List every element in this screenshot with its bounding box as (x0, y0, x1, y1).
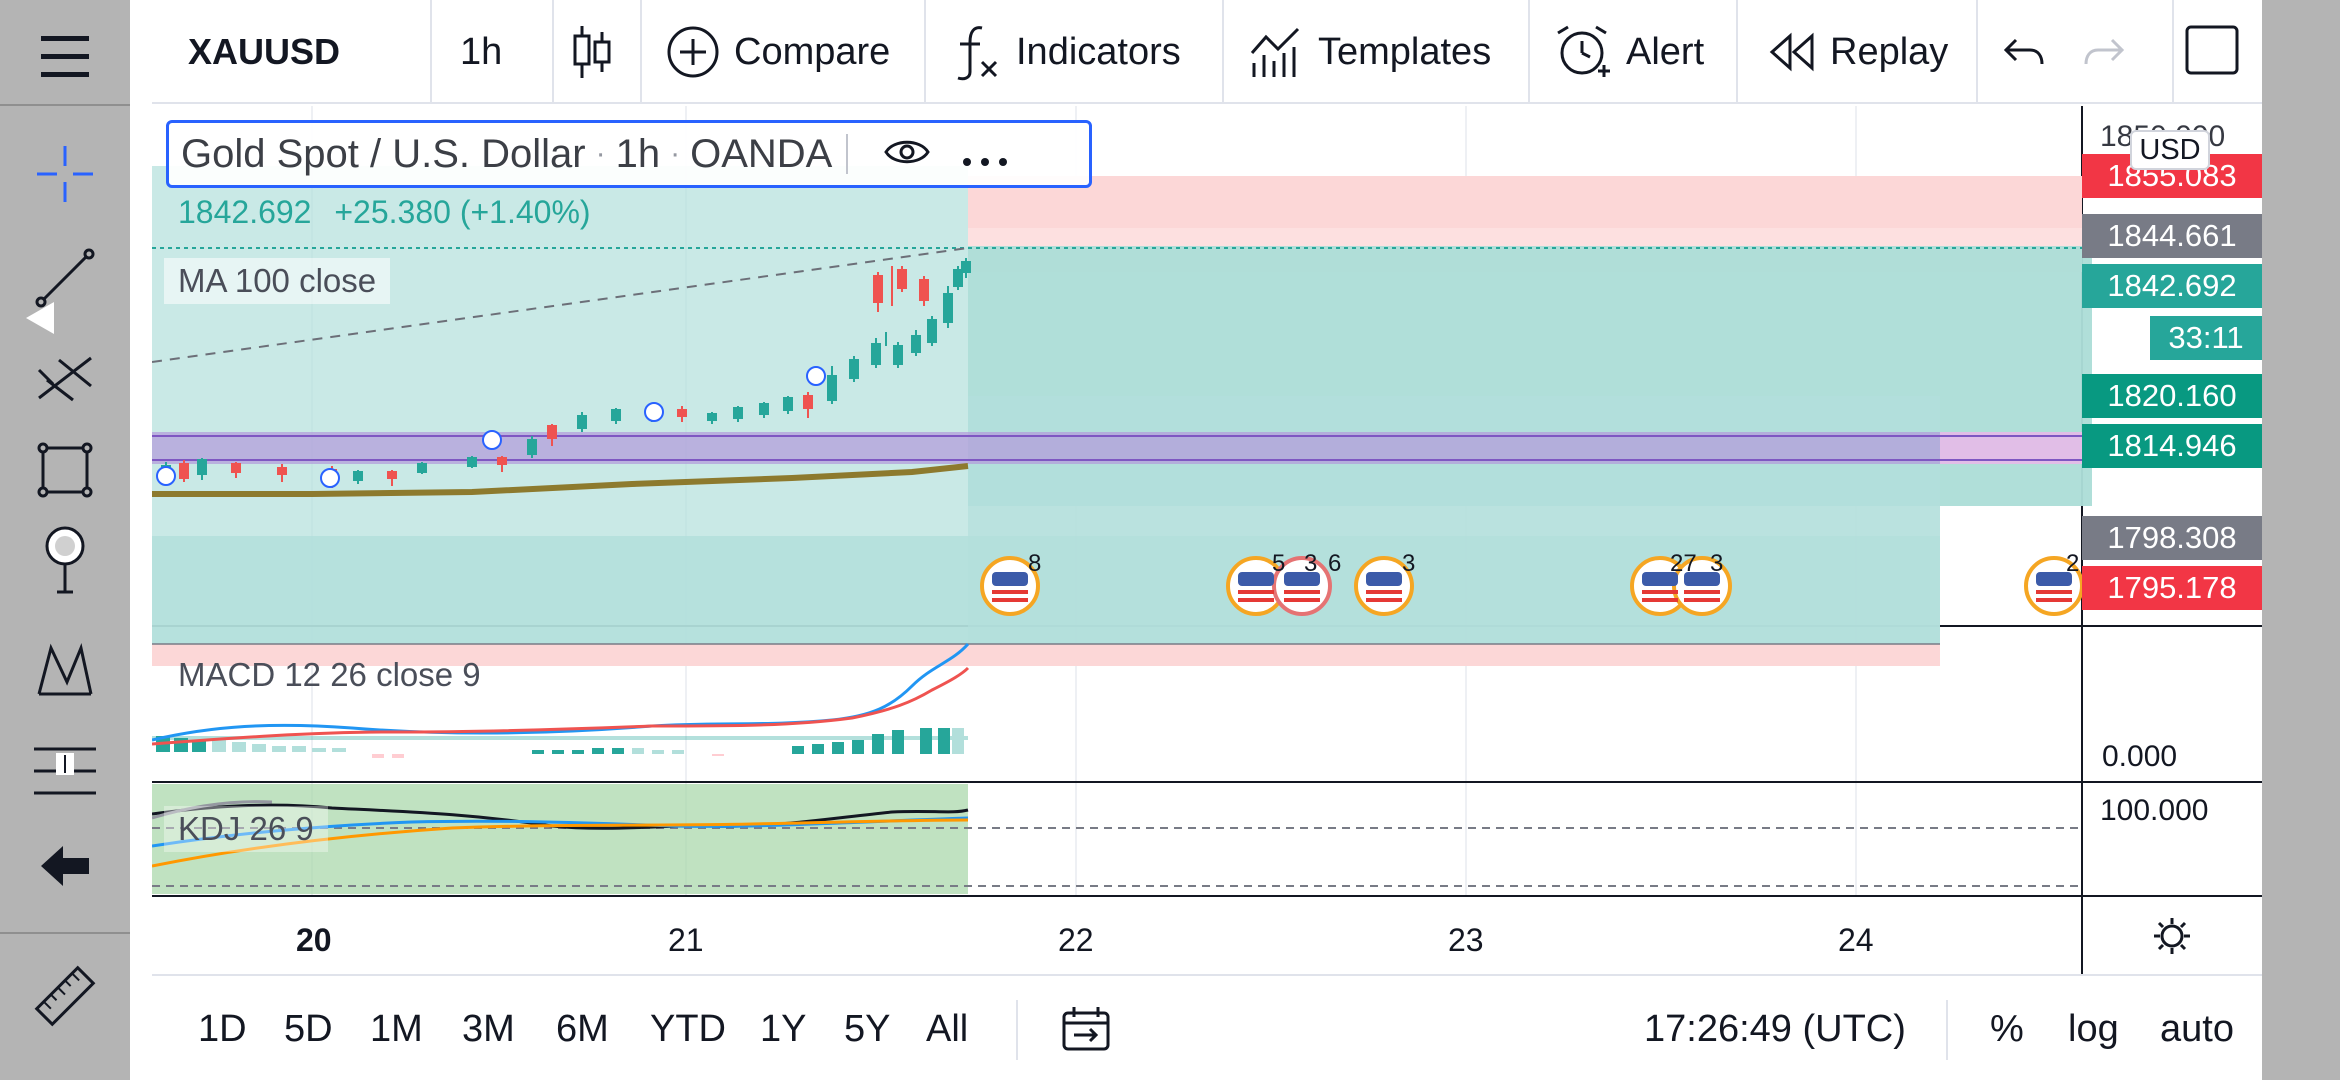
eye-icon (884, 140, 931, 163)
time-label: 22 (1058, 922, 1094, 958)
time-label: 20 (296, 922, 332, 958)
top-toolbar: XAUUSD 1h Compare Indicators Templates A… (152, 0, 2262, 104)
kdj-top-label: 100.000 (2100, 794, 2209, 827)
alert-label: Alert (1626, 30, 1705, 73)
ma-indicator-label[interactable]: MA 100 close (164, 258, 391, 304)
menu-icon[interactable] (0, 6, 130, 106)
indicators-button[interactable]: Indicators (952, 0, 1181, 104)
range-6m[interactable]: 6M (556, 1007, 609, 1050)
macd-zero-label: 0.000 (2102, 740, 2178, 773)
range-all[interactable]: All (926, 1007, 969, 1050)
time-label: 24 (1838, 922, 1874, 958)
range-3m[interactable]: 3M (462, 1007, 515, 1050)
alarm-clock-icon (1557, 25, 1610, 77)
event-count[interactable]: 3 (1304, 550, 1318, 577)
pattern-icon[interactable] (0, 620, 130, 720)
bottom-toolbar: 1D 5D 1M 3M 6M YTD 1Y 5Y All 17:26:49 (U… (152, 974, 2262, 1080)
event-count[interactable]: 5 (1272, 550, 1286, 577)
drawing-toolbar (0, 0, 130, 1080)
macd-indicator-label[interactable]: MACD 12 26 close 9 (178, 656, 481, 693)
more-horizontal-icon (963, 157, 1008, 166)
price-label-last: 1842.692 (2082, 264, 2262, 308)
price-label-stop: 1798.308 (2082, 516, 2262, 560)
symbol-label: XAUUSD (188, 31, 341, 72)
range-1m[interactable]: 1M (370, 1007, 423, 1050)
alert-button[interactable]: Alert (1554, 0, 1704, 104)
range-1d[interactable]: 1D (198, 1007, 247, 1050)
utc-clock[interactable]: 17:26:49 (UTC) (1644, 1007, 1906, 1050)
legend-exchange: OANDA (690, 131, 833, 176)
pitchfork-icon[interactable] (0, 322, 130, 422)
compare-button[interactable]: Compare (666, 0, 890, 104)
symbol-search-button[interactable]: XAUUSD (188, 0, 340, 104)
kdj-indicator-label[interactable]: KDJ 26 9 (164, 806, 328, 852)
legend-last-price: 1842.692 (178, 194, 312, 230)
rectangle-icon[interactable] (0, 420, 130, 520)
event-count[interactable]: 27 (1670, 550, 1697, 577)
undo-icon (2003, 38, 2044, 65)
event-count[interactable]: 3 (1402, 550, 1416, 577)
time-label: 21 (668, 922, 704, 958)
prediction-icon[interactable] (0, 720, 130, 820)
candles-icon (573, 26, 611, 78)
legend-more-button[interactable] (962, 132, 1008, 177)
gear-icon (2154, 918, 2190, 954)
currency-badge[interactable]: USD (2130, 130, 2210, 170)
function-icon (957, 26, 998, 81)
calendar-range-icon (1062, 1007, 1110, 1051)
range-1y[interactable]: 1Y (760, 1007, 807, 1050)
event-count[interactable]: 2 (2066, 550, 2080, 577)
interval-label: 1h (460, 30, 503, 73)
replay-button[interactable]: Replay (1768, 0, 1948, 104)
legend-interval: 1h (615, 131, 661, 176)
goto-date-button[interactable] (1060, 976, 1112, 1080)
price-label-high: 1844.661 (2082, 214, 2262, 258)
crosshair-icon[interactable] (0, 124, 130, 224)
range-5y[interactable]: 5Y (844, 1007, 891, 1050)
price-label-entry: 1820.160 (2082, 374, 2262, 418)
back-arrow-icon[interactable] (0, 816, 130, 916)
auto-toggle[interactable]: auto (2160, 1007, 2234, 1050)
chart-type-button[interactable] (570, 0, 628, 104)
chart-settings-button[interactable] (2152, 916, 2192, 961)
event-count[interactable]: 6 (1328, 550, 1342, 577)
fullscreen-button[interactable] (2182, 0, 2256, 104)
legend-price-row: 1842.692 +25.380 (+1.40%) (178, 194, 591, 231)
brush-icon[interactable] (0, 510, 130, 610)
percent-toggle[interactable]: % (1990, 1007, 2024, 1050)
compare-label: Compare (734, 30, 891, 73)
event-count[interactable]: 8 (1028, 550, 1042, 577)
log-toggle[interactable]: log (2068, 1007, 2119, 1050)
rewind-icon (1769, 32, 1814, 72)
legend-change: +25.380 (+1.40%) (334, 194, 591, 230)
price-label-ma: 1814.946 (2082, 424, 2262, 468)
event-count[interactable]: 3 (1710, 550, 1724, 577)
ruler-icon[interactable] (0, 946, 130, 1046)
templates-label: Templates (1318, 30, 1492, 73)
collapse-arrow-icon[interactable] (0, 278, 80, 358)
visibility-toggle[interactable] (884, 132, 931, 177)
plus-circle-icon (667, 26, 719, 78)
replay-label: Replay (1830, 30, 1949, 73)
redo-icon (2084, 38, 2125, 65)
price-label-low: 1795.178 (2082, 566, 2262, 610)
indicators-label: Indicators (1016, 30, 1181, 73)
bar-countdown: 33:11 (2150, 316, 2262, 360)
trend-line-icon[interactable] (0, 228, 130, 328)
redo-button[interactable] (2082, 0, 2140, 104)
time-label: 23 (1448, 922, 1484, 958)
legend-symbol-name: Gold Spot / U.S. Dollar (181, 131, 586, 176)
undo-button[interactable] (2002, 0, 2060, 104)
range-ytd[interactable]: YTD (650, 1007, 726, 1050)
range-5d[interactable]: 5D (284, 1007, 333, 1050)
templates-icon (1250, 27, 1300, 77)
symbol-legend[interactable]: Gold Spot / U.S. Dollar · 1h · OANDA (166, 120, 1092, 188)
square-icon (2185, 25, 2239, 75)
interval-button[interactable]: 1h (460, 0, 502, 104)
templates-button[interactable]: Templates (1248, 0, 1491, 104)
price-chart[interactable] (152, 106, 2262, 974)
